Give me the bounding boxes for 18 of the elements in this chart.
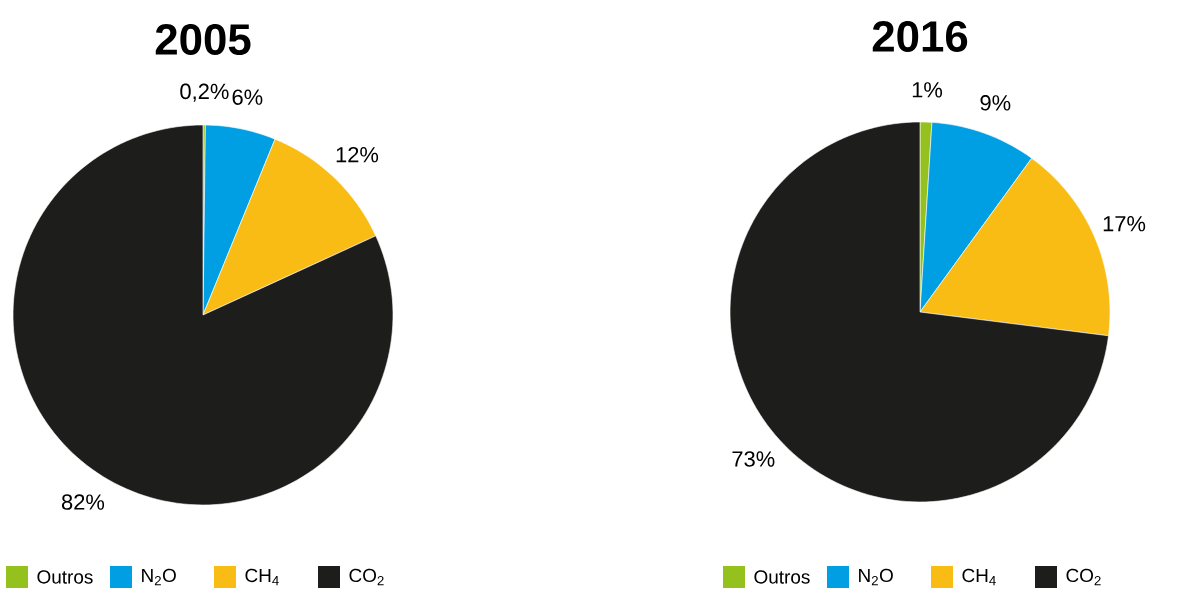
data-label: 9%: [980, 95, 1011, 111]
legend-label: N$_{2}$O: [142, 568, 176, 586]
data-label: 1%: [912, 82, 943, 98]
data-label: 17%: [1103, 216, 1146, 232]
data-label: 6%: [232, 89, 263, 105]
data-label: 73%: [732, 451, 775, 467]
data-label: 12%: [336, 146, 379, 163]
data-label: 0,2%: [180, 83, 229, 102]
chart-title: 2005: [155, 23, 251, 55]
legend-label: CO$_{2}$: [1066, 568, 1101, 586]
legend-label: CH$_{4}$: [962, 568, 996, 586]
legend-label: Outros: [754, 570, 810, 584]
legend-label: Outros: [37, 570, 93, 584]
legend-label: CO$_{2}$: [349, 568, 384, 586]
legend-label: N$_{2}$O: [859, 568, 893, 586]
data-label: 82%: [61, 494, 105, 510]
legend-label: CH$_{4}$: [245, 568, 279, 586]
chart-title: 2016: [872, 20, 968, 52]
